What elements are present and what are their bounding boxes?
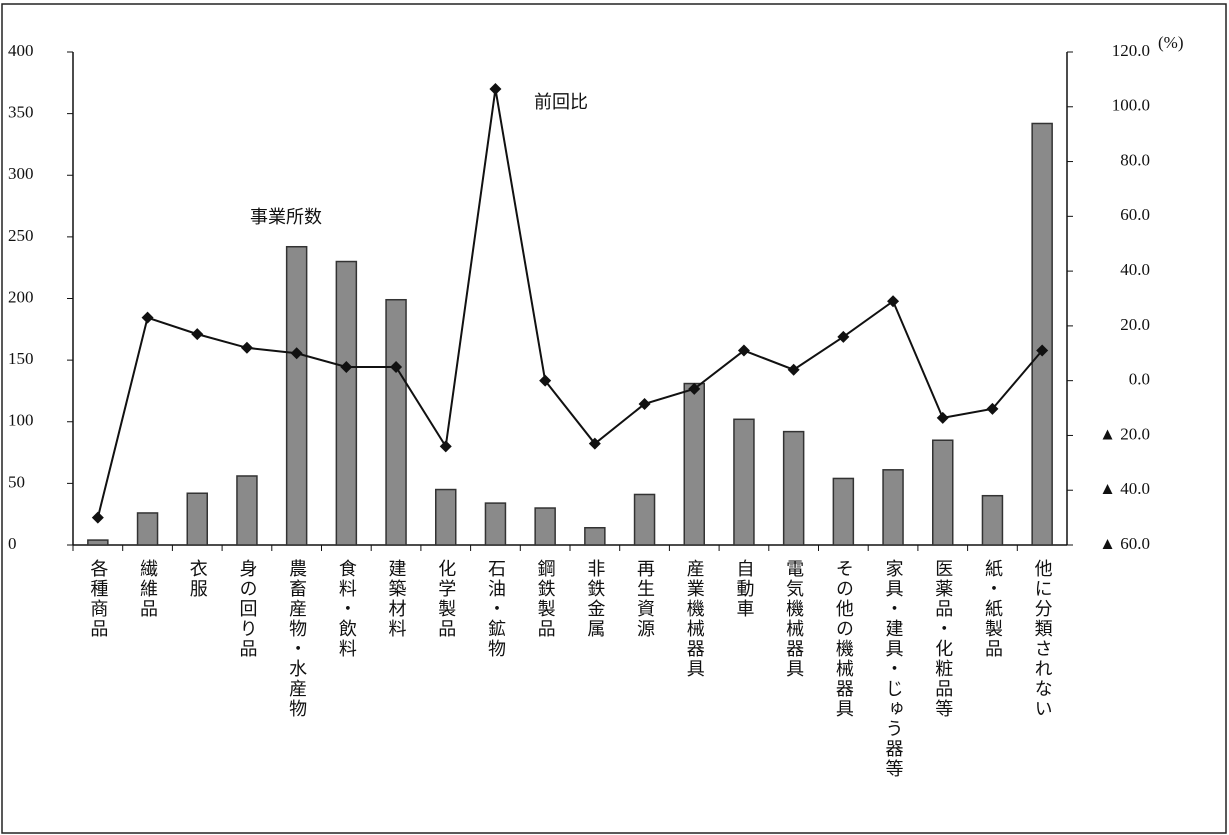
- line-marker: [986, 402, 999, 415]
- x-tick-label: 建築材料: [386, 559, 407, 639]
- bar: [633, 493, 656, 546]
- y-tick-label: 250: [8, 226, 34, 245]
- y2-tick-label: 40.0: [1120, 260, 1150, 279]
- y-tick-label: 350: [8, 103, 34, 122]
- x-tick-label: 石油・鉱物: [485, 559, 506, 659]
- x-tick-label: 再生資源: [634, 559, 655, 639]
- bar: [236, 475, 258, 546]
- bar: [186, 492, 208, 546]
- x-tick-label: 非鉄金属: [584, 559, 605, 639]
- x-tick-label: 産業機械器具: [684, 559, 705, 679]
- line-marker: [240, 341, 253, 354]
- y2-tick-label: ▲ 20.0: [1099, 424, 1150, 443]
- bar: [435, 488, 457, 546]
- y-tick-label: 150: [8, 349, 34, 368]
- line-marker: [91, 511, 104, 524]
- line-marker: [340, 360, 353, 373]
- x-tick-label: 食料・飲料: [336, 559, 357, 659]
- line-marker: [837, 330, 850, 343]
- line-marker: [191, 328, 204, 341]
- y2-tick-label: ▲ 40.0: [1099, 479, 1150, 498]
- bar: [484, 502, 507, 546]
- line-marker: [489, 82, 502, 95]
- x-tick-label: 身の回り品: [236, 559, 257, 659]
- y-tick-label: 400: [8, 41, 34, 60]
- y2-tick-label: 80.0: [1120, 150, 1150, 169]
- y-tick-label: 200: [8, 287, 34, 306]
- x-tick-label: 医薬品・化粧品等: [932, 559, 953, 719]
- line-marker: [390, 360, 403, 373]
- bar: [882, 469, 904, 546]
- bar: [385, 298, 407, 546]
- bar: [733, 418, 755, 546]
- bar: [285, 245, 308, 546]
- bar: [832, 477, 855, 546]
- bar-annotation: 事業所数: [250, 207, 322, 228]
- y2-tick-label: ▲ 60.0: [1099, 534, 1150, 553]
- line-marker: [936, 411, 949, 424]
- bar: [136, 512, 159, 546]
- line-marker: [290, 347, 303, 360]
- line-marker: [638, 397, 651, 410]
- x-tick-label: その他の機械器具: [833, 559, 854, 719]
- y2-tick-label: 20.0: [1120, 315, 1150, 334]
- x-tick-label: 紙・紙製品: [982, 559, 1003, 659]
- line-marker: [887, 295, 900, 308]
- x-tick-label: 農畜産物・水産物: [286, 559, 307, 719]
- line-marker: [787, 363, 800, 376]
- line-marker: [539, 374, 552, 387]
- y2-tick-label: 100.0: [1112, 96, 1150, 115]
- y2-tick-label: 120.0: [1112, 41, 1150, 60]
- x-tick-label: 衣服: [187, 559, 208, 599]
- bar: [87, 539, 109, 546]
- y-tick-label: 0: [8, 534, 17, 553]
- y-tick-label: 50: [8, 472, 25, 491]
- x-tick-label: 鋼鉄製品: [535, 559, 556, 639]
- line-marker: [439, 440, 452, 453]
- x-tick-label: 各種商品: [87, 559, 108, 639]
- x-tick-label: 家具・建具・じゅう器等: [883, 559, 904, 779]
- line: [96, 88, 1043, 518]
- y2-unit-label: (%): [1158, 33, 1183, 52]
- x-tick-label: 繊維品: [137, 559, 158, 619]
- line-marker: [588, 437, 601, 450]
- bar: [335, 260, 358, 546]
- bar: [1031, 122, 1053, 546]
- line-marker: [1036, 344, 1049, 357]
- bar: [534, 507, 556, 546]
- x-tick-label: 他に分類されない: [1032, 559, 1053, 719]
- bar: [683, 382, 705, 546]
- x-tick-label: 電気機械器具: [783, 559, 804, 679]
- line-marker: [737, 344, 750, 357]
- bar: [782, 430, 805, 546]
- line-annotation: 前回比: [534, 92, 588, 113]
- bar: [584, 526, 606, 546]
- line-marker: [141, 311, 154, 324]
- y-tick-label: 100: [8, 411, 34, 430]
- y2-tick-label: 60.0: [1120, 205, 1150, 224]
- frame: [1, 3, 1227, 834]
- x-tick-label: 化学製品: [435, 559, 456, 639]
- y-tick-label: 300: [8, 164, 34, 183]
- bar: [932, 439, 954, 546]
- x-tick-label: 自動車: [733, 559, 754, 619]
- line-marker: [688, 382, 701, 395]
- y2-tick-label: 0.0: [1129, 370, 1150, 389]
- bar: [981, 494, 1004, 546]
